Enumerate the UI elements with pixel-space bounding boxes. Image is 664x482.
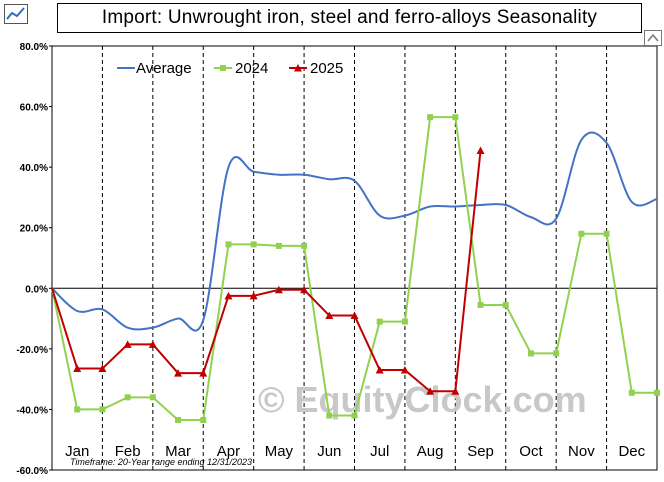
y-tick-label: -40.0%: [16, 405, 48, 416]
legend-marker-2025: [294, 64, 302, 72]
legend: Average 2024 2025: [117, 60, 343, 77]
marker-2025: [199, 369, 208, 377]
legend-item-average: Average: [117, 60, 192, 77]
marker-2025: [400, 366, 409, 374]
y-tick-label: 0.0%: [25, 284, 48, 295]
marker-2025: [325, 311, 334, 320]
legend-label-2025: 2025: [310, 60, 343, 77]
y-tick-label: 60.0%: [20, 103, 48, 114]
marker-2025: [451, 387, 460, 395]
marker-2024: [578, 230, 585, 237]
series-line-average: [51, 131, 658, 332]
marker-2024: [553, 350, 560, 357]
seasonal-chart-icon[interactable]: [4, 4, 28, 24]
legend-label-average: Average: [136, 60, 192, 77]
marker-2024: [225, 241, 232, 248]
marker-2024: [275, 242, 282, 249]
x-tick-label-feb: Feb: [115, 443, 141, 460]
marker-2024: [99, 406, 106, 413]
marker-2024: [74, 406, 81, 413]
footnote: Timeframe: 20-Year range ending 12/31/20…: [70, 457, 252, 467]
x-axis-tick-labels: Jan Feb Mar Apr May Jun Jul Aug Sep Oct Nov Dec: [65, 443, 646, 460]
marker-2024: [250, 241, 257, 248]
x-tick-label-apr: Apr: [217, 443, 240, 460]
x-tick-label-sep: Sep: [467, 443, 494, 460]
x-tick-label-nov: Nov: [568, 443, 595, 460]
marker-2025: [375, 366, 384, 374]
marker-2025: [224, 291, 233, 300]
x-tick-label-may: May: [265, 443, 294, 460]
y-axis-tick-labels: 80.0% 60.0% 40.0% 20.0% 0.0% -20.0% -40.0% -60.…: [16, 42, 52, 477]
chart-title: Import: Unwrought iron, steel and ferro-…: [57, 3, 642, 33]
x-tick-label-aug: Aug: [417, 443, 444, 460]
marker-2024: [427, 114, 434, 121]
marker-2024: [654, 389, 660, 396]
legend-item-2024: 2024: [214, 60, 268, 77]
expand-icon[interactable]: [644, 30, 662, 46]
marker-2025: [249, 291, 258, 300]
marker-2025: [274, 285, 283, 294]
x-tick-label-dec: Dec: [618, 443, 645, 460]
marker-2025: [174, 369, 183, 377]
marker-2024: [149, 394, 156, 401]
marker-2024: [326, 412, 333, 419]
marker-2024: [175, 417, 182, 424]
marker-2025: [98, 364, 107, 373]
marker-2024: [200, 417, 207, 424]
marker-2024: [502, 301, 509, 308]
legend-marker-2024: [220, 65, 226, 71]
marker-2024: [477, 301, 484, 308]
marker-2025: [148, 340, 157, 348]
x-tick-label-mar: Mar: [165, 443, 191, 460]
x-tick-label-jun: Jun: [317, 443, 341, 460]
marker-2025: [350, 311, 359, 320]
series-line-2025: [51, 150, 482, 393]
y-tick-label: 80.0%: [20, 42, 48, 53]
marker-2025: [476, 146, 485, 154]
y-tick-label: 20.0%: [20, 224, 48, 235]
marker-2024: [452, 114, 459, 121]
marker-2025: [73, 364, 82, 373]
y-tick-label: 40.0%: [20, 163, 48, 174]
marker-2025: [123, 340, 132, 348]
y-tick-label: -20.0%: [16, 345, 48, 356]
marker-2025: [300, 285, 309, 294]
marker-2025: [426, 387, 435, 395]
marker-2024: [376, 318, 383, 325]
gridlines: [101, 46, 608, 470]
x-tick-label-jan: Jan: [65, 443, 89, 460]
marker-2024: [628, 389, 635, 396]
marker-2024: [301, 242, 308, 249]
marker-2024: [401, 318, 408, 325]
marker-2024: [124, 394, 131, 401]
marker-2024: [527, 350, 534, 357]
legend-label-2024: 2024: [235, 60, 268, 77]
x-tick-label-jul: Jul: [370, 443, 389, 460]
series-lines: [51, 114, 660, 424]
legend-item-2025: 2025: [289, 60, 343, 77]
y-tick-label: -60.0%: [16, 466, 48, 477]
marker-2024: [603, 230, 610, 237]
x-tick-label-oct: Oct: [519, 443, 543, 460]
marker-2024: [351, 412, 358, 419]
